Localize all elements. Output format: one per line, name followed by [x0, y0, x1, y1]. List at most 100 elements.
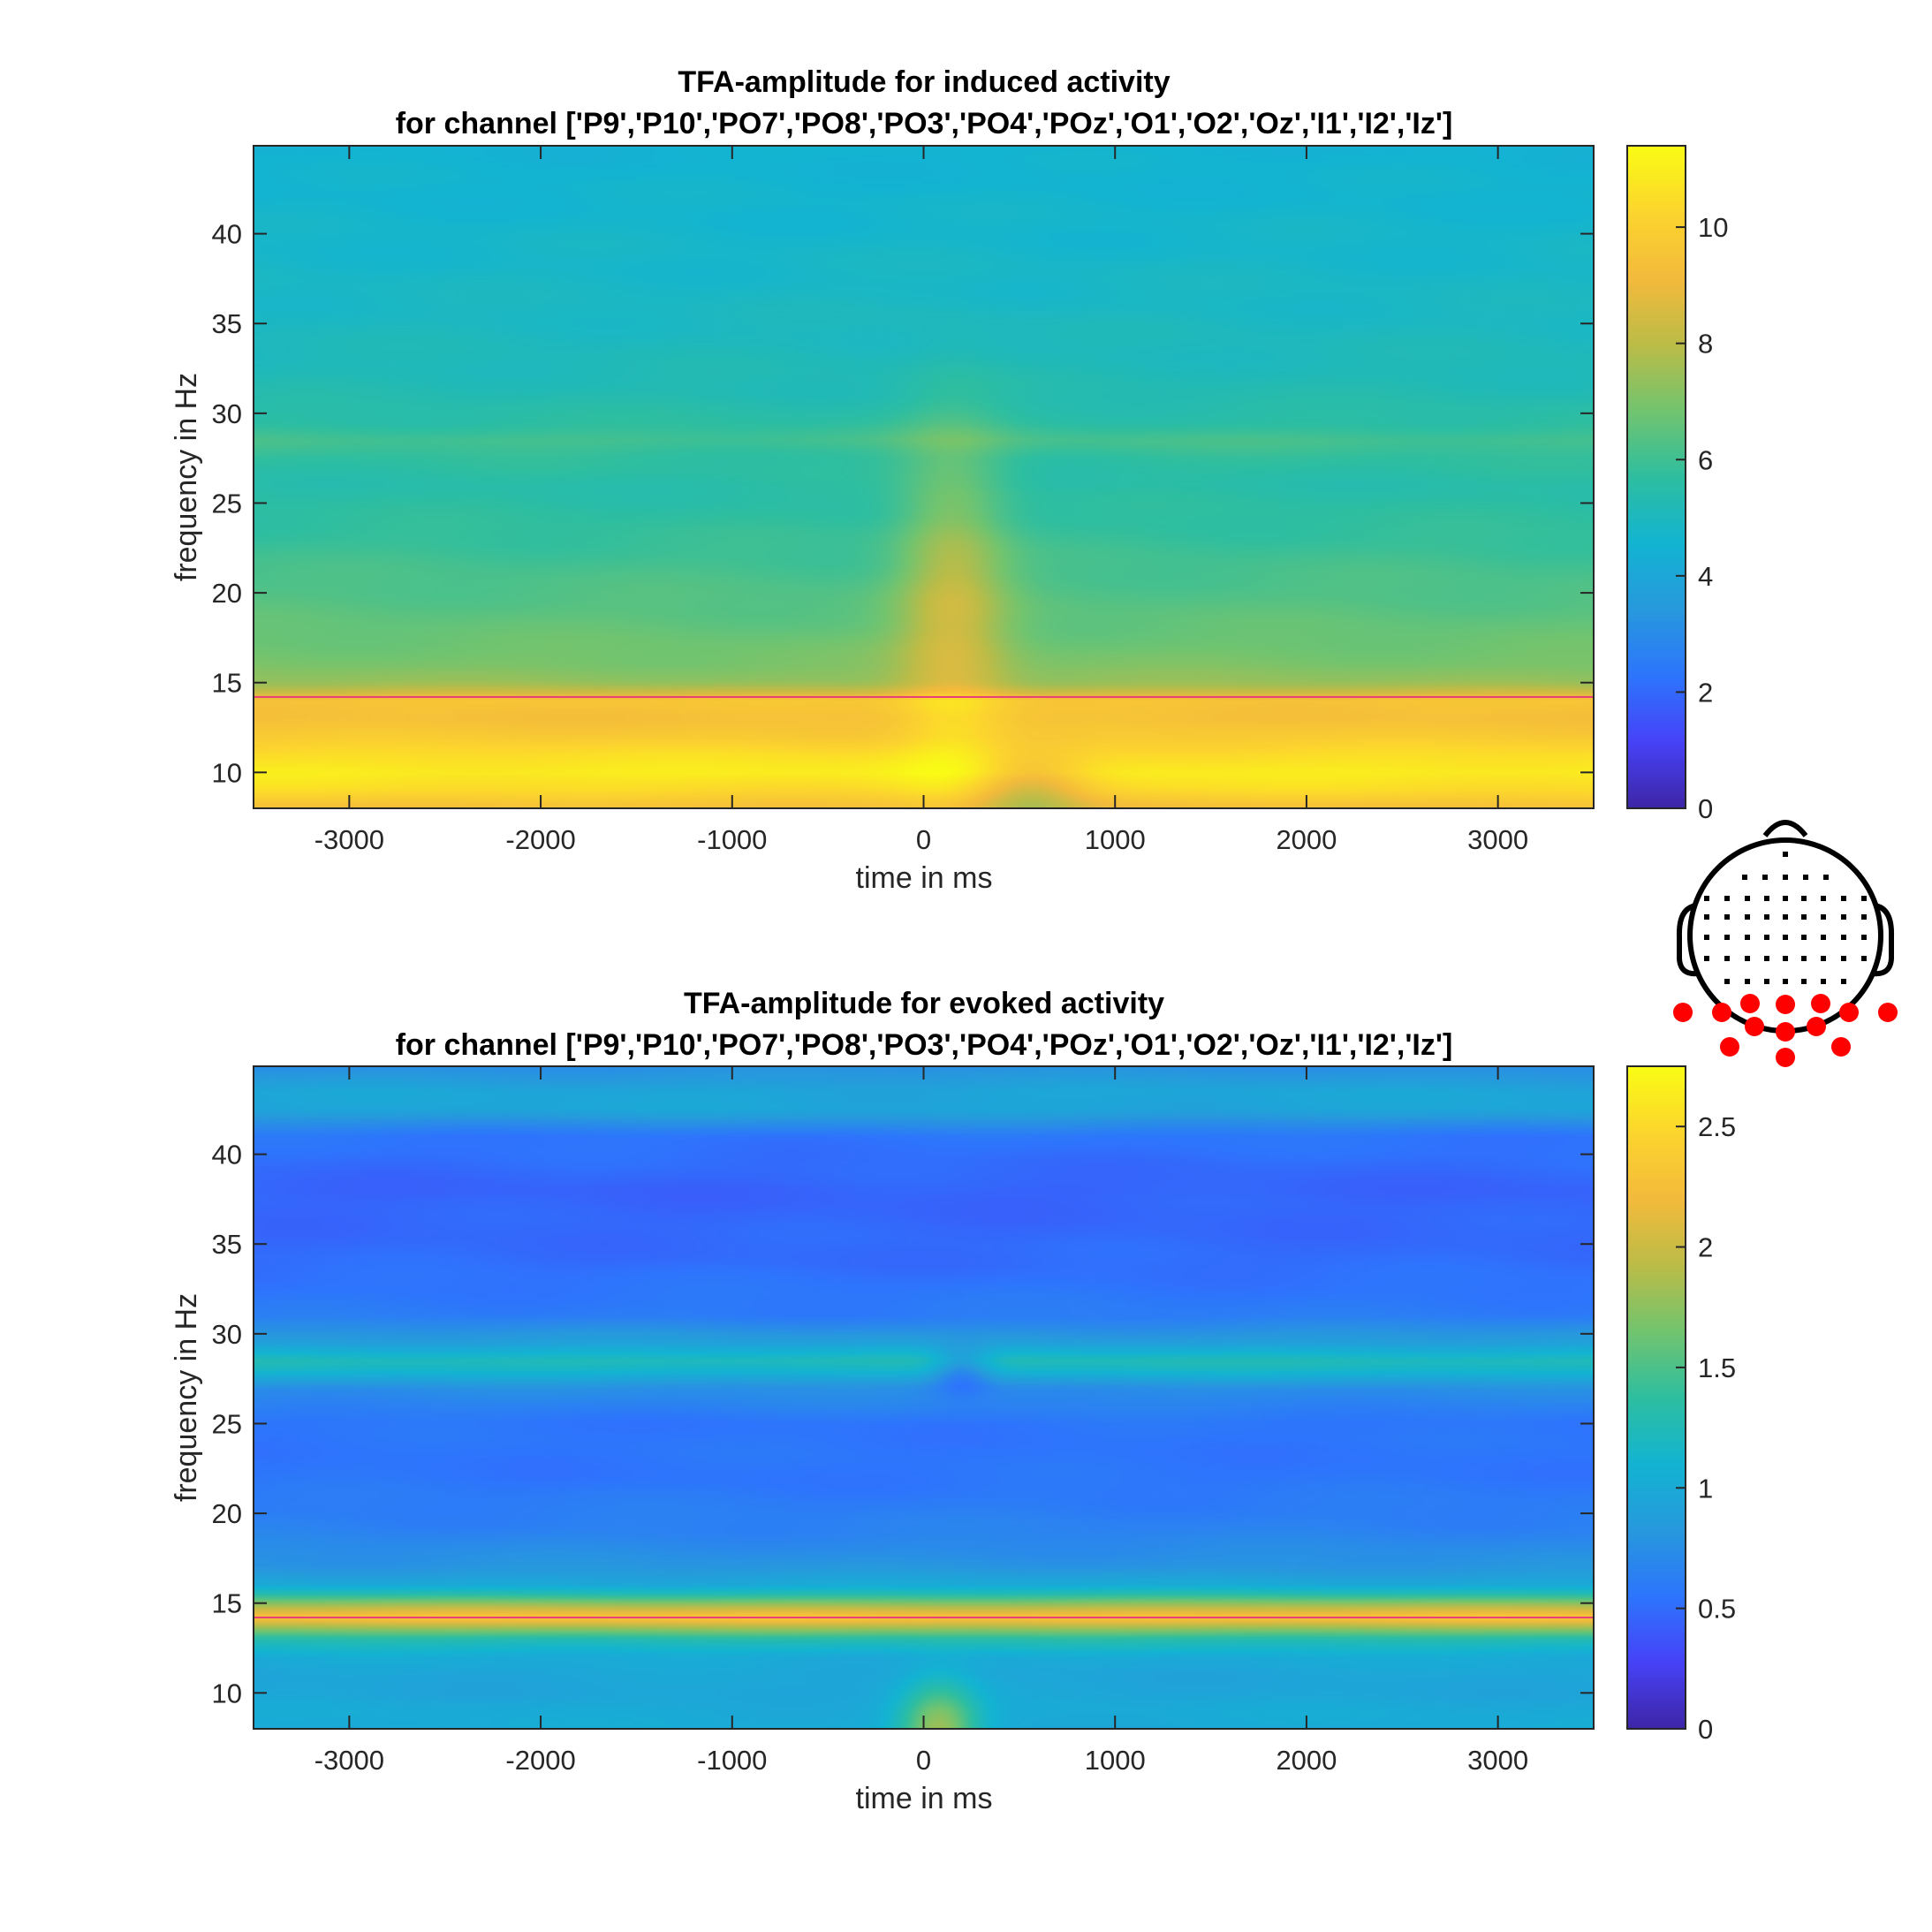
electrode-inactive: [1841, 979, 1846, 984]
induced-ylabel: frequency in Hz: [170, 373, 203, 581]
electrode-inactive: [1861, 914, 1867, 920]
xtick-label: -3000: [314, 1745, 384, 1776]
xtick-label: 3000: [1467, 824, 1528, 855]
electrode-active: [1712, 1003, 1731, 1022]
electrode-inactive: [1742, 875, 1747, 880]
xtick-label: 1000: [1085, 824, 1146, 855]
electrode-inactive: [1704, 935, 1709, 940]
electrode-inactive: [1745, 935, 1750, 940]
electrode-inactive: [1724, 914, 1730, 920]
evoked-colorbar-axes: 0 0.5 1 1.5 2 2.5: [1626, 1065, 1736, 1745]
electrode-active: [1839, 1003, 1859, 1022]
electrode-inactive: [1821, 896, 1826, 901]
ytick-label: 20: [212, 1498, 242, 1529]
electrode-markers: [1673, 852, 1898, 1067]
electrode-inactive: [1821, 956, 1826, 961]
ytick-label: 35: [212, 1229, 242, 1260]
induced-title-line-2: for channel ['P9','P10','PO7','PO8','PO3…: [396, 107, 1453, 140]
electrode-active: [1878, 1003, 1898, 1022]
electrode-inactive: [1803, 875, 1808, 880]
electrode-inactive: [1762, 875, 1768, 880]
electrode-inactive: [1821, 914, 1826, 920]
head-nose: [1762, 820, 1808, 837]
electrode-inactive: [1745, 956, 1750, 961]
electrode-active: [1811, 994, 1830, 1013]
electrode-inactive: [1704, 896, 1709, 901]
electrode-inactive: [1821, 979, 1826, 984]
electrode-active: [1807, 1017, 1826, 1036]
evoked-title-line-1: TFA-amplitude for evoked activity: [684, 987, 1164, 1020]
xtick-label: 3000: [1467, 1745, 1528, 1776]
colorbar-tick-label: 6: [1698, 444, 1713, 475]
colorbar-tick-label: 0: [1698, 793, 1713, 824]
colorbar-tick-label: 10: [1698, 212, 1728, 243]
xtick-label: -3000: [314, 824, 384, 855]
colorbar-tick-label: 4: [1698, 561, 1713, 592]
electrode-head-map: [1673, 820, 1898, 1067]
electrode-active: [1776, 995, 1795, 1014]
xtick-label: 2000: [1276, 1745, 1337, 1776]
colorbar-tick-label: 1: [1698, 1473, 1713, 1504]
induced-colorbar: [1627, 146, 1686, 808]
colorbar-tick-label: 2.5: [1698, 1111, 1736, 1142]
electrode-inactive: [1764, 896, 1769, 901]
xtick-label: 0: [916, 1745, 931, 1776]
induced-colorbar-axes: 0 2 4 6 8 10: [1626, 145, 1728, 824]
ytick-label: 25: [212, 488, 242, 519]
colorbar-tick-label: 0: [1698, 1714, 1713, 1745]
electrode-inactive: [1801, 956, 1807, 961]
electrode-active: [1831, 1037, 1851, 1057]
electrode-inactive: [1861, 956, 1867, 961]
xtick-label: -2000: [505, 1745, 575, 1776]
electrode-inactive: [1783, 956, 1788, 961]
electrode-inactive: [1704, 956, 1709, 961]
head-right-ear: [1872, 903, 1895, 977]
electrode-inactive: [1745, 979, 1750, 984]
ytick-label: 10: [212, 1678, 242, 1708]
ytick-label: 40: [212, 219, 242, 250]
ytick-label: 30: [212, 1319, 242, 1350]
induced-panel: TFA-amplitude for induced activity for c…: [170, 65, 1728, 895]
ytick-label: 20: [212, 578, 242, 609]
electrode-inactive: [1783, 914, 1788, 920]
electrode-inactive: [1801, 979, 1807, 984]
induced-title-line-1: TFA-amplitude for induced activity: [678, 65, 1170, 99]
electrode-inactive: [1783, 875, 1788, 880]
induced-xlabel: time in ms: [856, 861, 993, 895]
colorbar-tick-label: 2: [1698, 1232, 1713, 1263]
electrode-inactive: [1704, 914, 1709, 920]
electrode-active: [1776, 1048, 1795, 1067]
electrode-active: [1745, 1017, 1764, 1036]
electrode-inactive: [1801, 935, 1807, 940]
electrode-inactive: [1801, 914, 1807, 920]
electrode-active: [1776, 1022, 1795, 1042]
electrode-inactive: [1841, 956, 1846, 961]
xtick-label: -1000: [697, 1745, 767, 1776]
evoked-ylabel: frequency in Hz: [170, 1293, 203, 1502]
electrode-inactive: [1724, 956, 1730, 961]
evoked-colorbar: [1627, 1066, 1686, 1729]
colorbar-tick-label: 0.5: [1698, 1594, 1736, 1625]
electrode-inactive: [1801, 896, 1807, 901]
electrode-inactive: [1724, 935, 1730, 940]
electrode-inactive: [1841, 914, 1846, 920]
head-left-ear: [1676, 903, 1699, 977]
evoked-axes: -3000 -2000 -1000 0 1000 2000 3000 10 15 20 25 30 35…: [212, 1065, 1595, 1776]
ytick-label: 30: [212, 398, 242, 429]
electrode-inactive: [1783, 896, 1788, 901]
electrode-inactive: [1783, 852, 1788, 857]
ytick-label: 25: [212, 1408, 242, 1439]
ytick-label: 40: [212, 1140, 242, 1171]
colorbar-frame: [1626, 145, 1686, 809]
colorbar-tick-label: 1.5: [1698, 1352, 1736, 1383]
electrode-inactive: [1764, 956, 1769, 961]
ytick-label: 10: [212, 757, 242, 788]
electrode-inactive: [1861, 935, 1867, 940]
electrode-active: [1673, 1003, 1693, 1022]
electrode-inactive: [1841, 935, 1846, 940]
electrode-inactive: [1823, 875, 1829, 880]
xtick-label: 2000: [1276, 824, 1337, 855]
electrode-inactive: [1745, 896, 1750, 901]
evoked-panel: TFA-amplitude for evoked activity for ch…: [170, 987, 1736, 1815]
xtick-label: -2000: [505, 824, 575, 855]
